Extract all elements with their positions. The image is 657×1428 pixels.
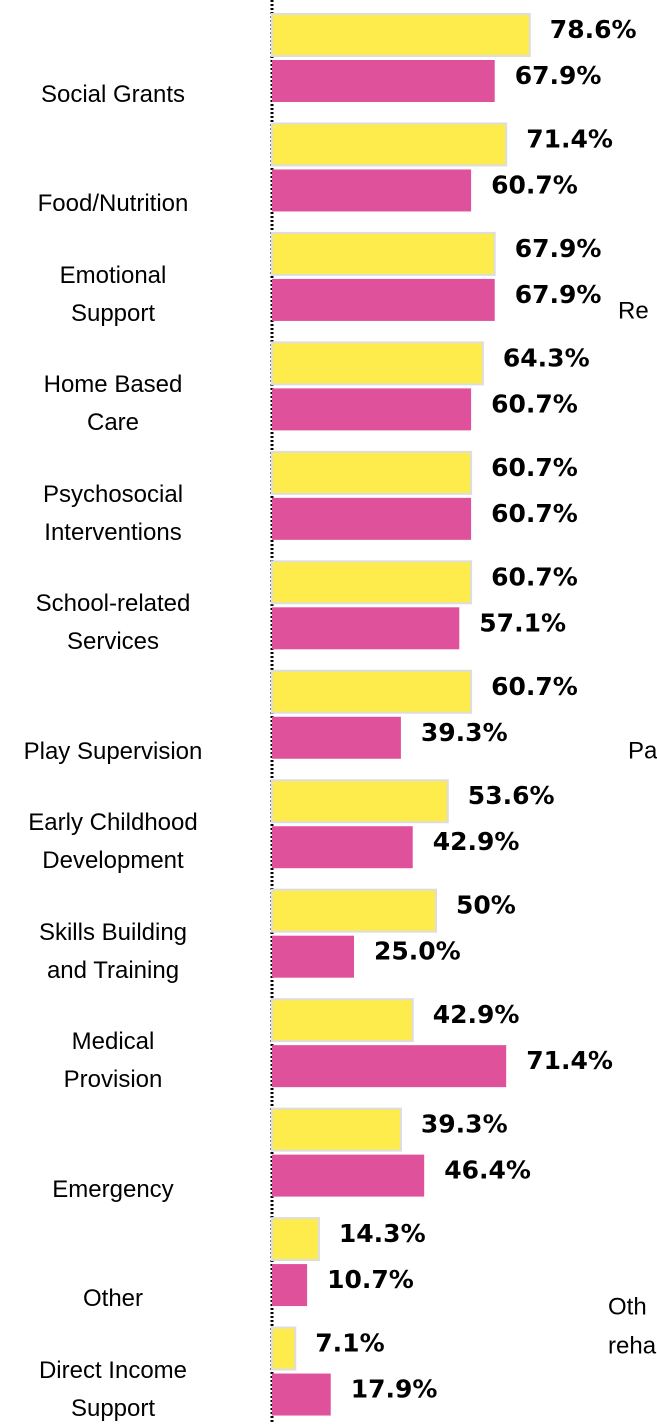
bar — [272, 169, 472, 212]
category-label: Other — [82, 1285, 144, 1313]
value-label: 50% — [456, 891, 516, 920]
bar — [271, 341, 484, 386]
bar — [272, 607, 460, 650]
value-label: 60.7% — [491, 562, 578, 591]
bar — [271, 669, 473, 714]
value-label: 57.1% — [479, 608, 566, 637]
bar — [271, 13, 531, 57]
category-label: Home Based Care — [43, 371, 183, 437]
value-label: 7.1% — [315, 1329, 384, 1358]
category-label: Emergency — [52, 1175, 174, 1203]
bar — [271, 998, 414, 1043]
category-label: Social Grants — [40, 81, 186, 108]
value-label: 39.3% — [421, 718, 508, 747]
value-label: 67.9% — [515, 280, 602, 309]
category-label: Psychosocial Interventions — [42, 480, 184, 546]
value-label: 46.4% — [444, 1156, 531, 1185]
bar — [271, 560, 473, 605]
value-label: 42.9% — [433, 1000, 520, 1029]
value-label: 42.9% — [433, 827, 520, 856]
category-label: School-related Services — [35, 590, 191, 656]
bar — [271, 888, 437, 933]
bar — [272, 1264, 308, 1307]
category-label: Skills Building and Training — [38, 918, 188, 984]
value-label: 60.7% — [491, 672, 578, 701]
value-label: 60.7% — [491, 499, 578, 528]
annotation: Oth — [608, 1293, 647, 1320]
value-label: 53.6% — [468, 781, 555, 810]
bar — [271, 779, 449, 824]
bar — [272, 388, 472, 431]
value-label: 25.0% — [374, 937, 461, 966]
bar — [272, 278, 495, 321]
value-label: 67.9% — [515, 61, 602, 90]
value-label: 39.3% — [421, 1110, 508, 1139]
category-label: Food/Nutrition — [37, 190, 189, 218]
bar — [272, 60, 495, 102]
bar — [271, 450, 473, 495]
value-label: 60.7% — [491, 389, 578, 418]
annotation: Re — [618, 297, 649, 324]
category-label: Emotional Support — [59, 261, 167, 327]
bar — [272, 1373, 331, 1416]
bar — [272, 497, 472, 540]
value-label: 64.3% — [503, 343, 590, 372]
bar — [271, 1107, 402, 1152]
value-label: 14.3% — [339, 1219, 426, 1248]
value-label: 17.9% — [351, 1375, 438, 1404]
bar — [271, 1326, 297, 1371]
value-label: 60.7% — [491, 453, 578, 482]
bar — [272, 716, 401, 759]
annotation: Pa — [628, 737, 657, 764]
category-label: Direct Income Support — [38, 1356, 188, 1422]
bar — [272, 826, 413, 869]
annotation: reha — [608, 1332, 657, 1359]
value-label: 71.4% — [526, 1046, 613, 1075]
value-label: 78.6% — [550, 15, 637, 44]
bar — [272, 1154, 425, 1197]
category-label: Medical Provision — [63, 1028, 163, 1094]
value-label: 10.7% — [327, 1265, 414, 1294]
value-label: 60.7% — [491, 170, 578, 199]
bar — [272, 935, 354, 978]
bar — [272, 1045, 507, 1088]
bar — [271, 231, 496, 276]
category-label: Play Supervision — [23, 737, 203, 765]
bar — [271, 122, 508, 167]
bar — [271, 1217, 320, 1262]
value-label: 67.9% — [515, 234, 602, 263]
category-label: Early Childhood Development — [28, 809, 198, 875]
value-label: 71.4% — [526, 124, 613, 153]
